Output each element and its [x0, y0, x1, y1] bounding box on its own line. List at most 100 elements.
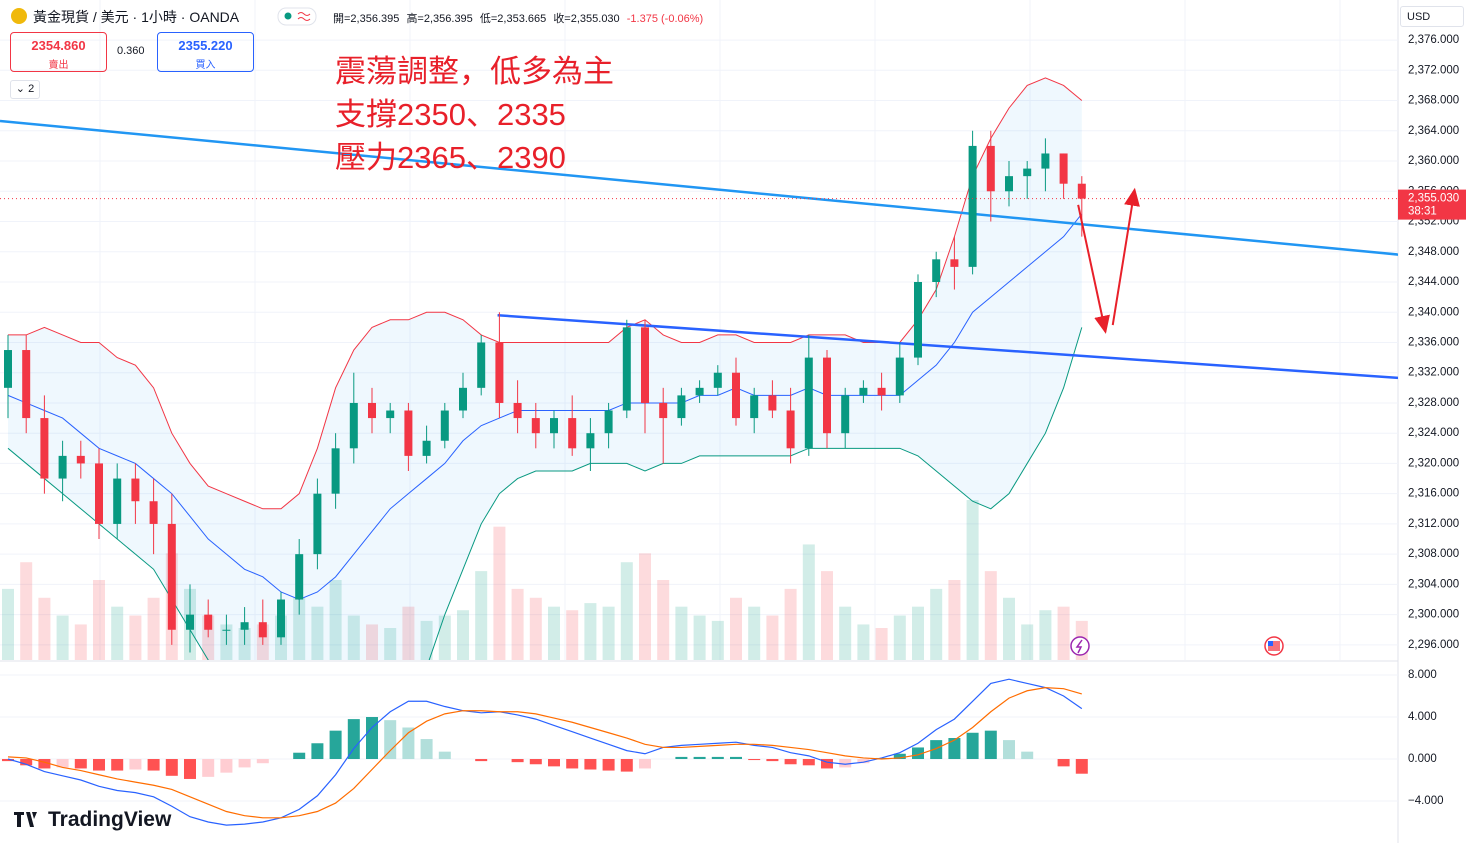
y-tick-label: 2,364.000 — [1408, 125, 1459, 137]
histogram-bar — [766, 759, 779, 762]
y-tick-label: 2,368.000 — [1408, 95, 1459, 107]
y-tick-label: 2,340.000 — [1408, 306, 1459, 318]
volume-bar — [402, 606, 415, 660]
spread: 0.360 — [117, 45, 145, 57]
volume-bar — [56, 615, 69, 660]
volume-bar — [347, 615, 360, 660]
candle-body — [968, 145, 977, 267]
volume-bar — [984, 571, 997, 660]
candle-body — [932, 259, 941, 282]
histogram-bar — [475, 759, 488, 762]
volume-bar — [748, 606, 761, 660]
buy-button[interactable]: 2355.220 買入 — [157, 32, 254, 72]
histogram-bar — [984, 730, 997, 760]
buy-label: 買入 — [195, 60, 216, 71]
candle-body — [204, 614, 213, 630]
volume-bar — [384, 628, 397, 660]
candle-body — [258, 622, 267, 638]
ohlc-close: 收=2,355.030 — [553, 13, 620, 25]
histogram-bar — [893, 753, 906, 760]
macd-pane — [0, 674, 1398, 826]
volume-bar — [420, 620, 433, 660]
candle-body — [404, 410, 413, 456]
y-tick-label: 0.000 — [1408, 753, 1437, 765]
candle-body — [750, 395, 759, 419]
annotation-line: 震蕩調整，低多為主 — [335, 54, 614, 89]
volume-bar — [821, 571, 833, 660]
histogram-bar — [675, 756, 688, 760]
candle-body — [659, 402, 668, 419]
currency-select[interactable]: USD — [1400, 6, 1464, 27]
y-tick-label: −4.000 — [1408, 795, 1444, 807]
volume-bar — [1003, 597, 1015, 660]
candle-body — [804, 357, 813, 449]
volume-bar — [366, 624, 378, 660]
volume-bar — [1039, 610, 1052, 660]
indicator-toggle[interactable]: ⌄ 2 — [10, 80, 40, 99]
sell-button[interactable]: 2354.860 賣出 — [10, 32, 107, 72]
volume-bar — [493, 526, 506, 660]
histogram-bar — [347, 719, 360, 760]
volume-bar — [839, 606, 852, 660]
chart-icons — [11, 7, 1284, 827]
y-tick-label: 2,296.000 — [1408, 639, 1459, 651]
trendline — [0, 119, 1398, 256]
y-tick-label: 2,348.000 — [1408, 246, 1459, 258]
histogram-bar — [165, 759, 178, 776]
annotation: 震蕩調整，低多為主 支撐2350、2335 壓力2365、2390 — [335, 50, 614, 179]
price-axis: 2,296.000 2,300.000 2,304.000 2,308.000 2,31… — [1398, 34, 1466, 807]
candle-body — [768, 395, 777, 411]
candle-body — [95, 463, 103, 524]
volume-bar — [948, 580, 961, 660]
volume-bar — [675, 606, 688, 660]
volume-bar — [857, 624, 870, 660]
candle-body — [349, 402, 358, 449]
candle-body — [1059, 153, 1068, 184]
volume-bar — [2, 588, 14, 660]
histogram-bar — [74, 759, 87, 769]
logo: TradingView — [48, 808, 172, 831]
y-tick-label: 2,336.000 — [1408, 337, 1459, 349]
volume-bar — [511, 588, 524, 660]
volume-bar — [875, 628, 888, 660]
histogram-bar — [784, 759, 797, 765]
histogram-bar — [93, 759, 105, 771]
histogram-bar — [620, 759, 633, 772]
histogram-bar — [529, 759, 542, 765]
candle-body — [22, 350, 31, 419]
histogram-bar — [38, 759, 51, 769]
volume-bar — [566, 610, 579, 660]
volume-bar — [912, 606, 924, 660]
volume-bar — [730, 597, 742, 660]
buy-price: 2355.220 — [178, 38, 233, 53]
candle-body — [586, 433, 595, 449]
histogram-bar — [566, 759, 579, 769]
candle-body — [131, 478, 140, 502]
histogram-bar — [256, 759, 269, 764]
histogram-bar — [2, 759, 14, 762]
volume-bar — [74, 624, 87, 660]
arrow — [1111, 187, 1140, 326]
candle-body — [531, 418, 540, 434]
histogram-bar — [821, 759, 833, 769]
volume-bar — [1057, 606, 1070, 660]
histogram-bar — [639, 759, 651, 769]
histogram-bar — [147, 759, 160, 771]
y-tick-label: 2,320.000 — [1408, 457, 1459, 469]
y-tick-label: 2,344.000 — [1408, 276, 1459, 288]
histogram-bar — [438, 751, 451, 760]
volume-bar — [129, 615, 142, 660]
volume-bar — [584, 603, 597, 660]
arrow — [1077, 204, 1110, 334]
histogram-bar — [1057, 759, 1070, 767]
y-tick-label: 2,316.000 — [1408, 488, 1459, 500]
symbol-title: 黃金現貨 / 美元 · 1小時 · OANDA — [33, 9, 240, 25]
histogram-bar — [329, 730, 342, 760]
histogram-bar — [930, 740, 943, 760]
candle-body — [550, 418, 558, 434]
candle-body — [823, 357, 831, 434]
volume-bar — [111, 606, 124, 660]
y-tick-label: 2,304.000 — [1408, 578, 1459, 590]
